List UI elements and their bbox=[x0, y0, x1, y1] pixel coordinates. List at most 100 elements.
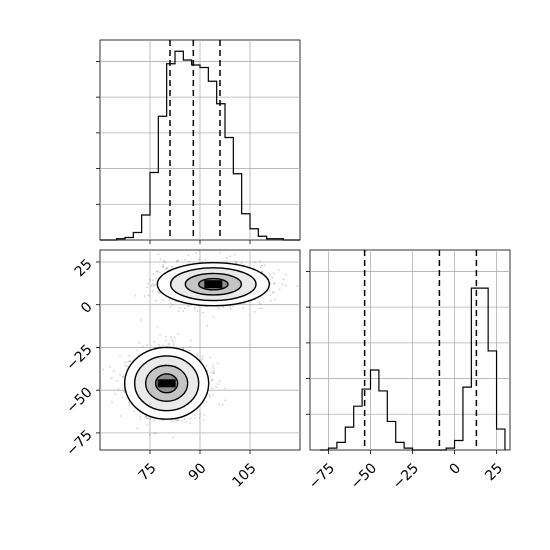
density-contour-1-1 bbox=[133, 355, 200, 412]
scatter-point bbox=[203, 414, 206, 416]
scatter-point bbox=[119, 355, 121, 358]
scatter-point bbox=[202, 311, 205, 314]
scatter-point bbox=[147, 282, 150, 285]
scatter-point bbox=[278, 288, 281, 291]
scatter-point bbox=[157, 290, 160, 293]
density-contour-0-3 bbox=[197, 277, 229, 291]
scatter-point bbox=[210, 371, 213, 374]
scatter-point bbox=[114, 392, 117, 395]
scatter-point bbox=[189, 349, 191, 351]
scatter-point bbox=[273, 282, 275, 284]
hist-y-histogram-step bbox=[320, 287, 506, 451]
scatter-point bbox=[117, 388, 120, 391]
scatter-point bbox=[136, 349, 139, 352]
scatter-point bbox=[169, 306, 172, 309]
scatter-point bbox=[161, 344, 164, 347]
scatter-point bbox=[181, 346, 184, 349]
scatter-point bbox=[162, 298, 165, 301]
scatter-point bbox=[102, 368, 104, 371]
scatter-point bbox=[253, 310, 256, 313]
scatter-point bbox=[184, 258, 186, 261]
scatter-point bbox=[156, 325, 159, 328]
scatter-point bbox=[139, 418, 142, 420]
scatter-point bbox=[285, 273, 287, 276]
scatter-point bbox=[261, 270, 263, 273]
scatter-point bbox=[208, 396, 211, 399]
scatter-point bbox=[210, 379, 213, 382]
scatter-point bbox=[175, 260, 178, 263]
scatter-point bbox=[122, 390, 125, 392]
scatter-point bbox=[152, 273, 155, 275]
scatter-point bbox=[162, 419, 165, 422]
scatter-point bbox=[124, 361, 127, 363]
scatter-point bbox=[136, 427, 139, 430]
scatter-point bbox=[199, 413, 202, 415]
scatter-point bbox=[180, 420, 183, 423]
scatter-point bbox=[284, 284, 287, 287]
scatter-point bbox=[156, 270, 158, 273]
histogram-y-quantiles bbox=[363, 250, 478, 450]
scatter-point bbox=[224, 399, 227, 402]
scatter-point bbox=[186, 305, 189, 307]
scatter-point bbox=[162, 265, 165, 268]
scatter-point bbox=[259, 260, 261, 263]
scatter-point bbox=[258, 307, 261, 310]
scatter-point bbox=[150, 284, 153, 287]
scatter-point bbox=[278, 269, 280, 272]
scatter-point bbox=[205, 401, 208, 403]
scatter-point bbox=[165, 266, 168, 269]
scatter-point bbox=[155, 299, 157, 302]
scatter-point bbox=[208, 394, 211, 397]
scatter-point bbox=[184, 307, 186, 310]
scatter-point bbox=[157, 343, 160, 346]
scatter-point bbox=[184, 421, 187, 423]
scatter-point bbox=[183, 418, 186, 420]
scatter-point bbox=[179, 307, 181, 310]
scatter-point bbox=[212, 367, 215, 369]
scatter-point bbox=[111, 401, 113, 404]
scatter-point bbox=[271, 276, 274, 279]
scatter-point bbox=[167, 342, 170, 345]
scatter-point bbox=[109, 366, 112, 368]
scatter-point bbox=[176, 419, 179, 422]
scatter-point bbox=[175, 419, 178, 422]
scatter-point bbox=[222, 306, 225, 309]
scatter-point bbox=[197, 258, 200, 260]
scatter-point bbox=[165, 268, 167, 270]
scatter-point bbox=[128, 354, 131, 357]
scatter-point bbox=[204, 258, 207, 261]
scatter-point bbox=[153, 340, 156, 343]
scatter-point bbox=[146, 424, 149, 426]
density-contour-0-1 bbox=[169, 267, 257, 302]
scatter-point bbox=[124, 364, 127, 367]
scatter-point bbox=[162, 263, 165, 266]
histogram-x-grid bbox=[100, 40, 300, 240]
scatter-point bbox=[165, 335, 168, 338]
scatter-point bbox=[224, 387, 227, 390]
scatter-point bbox=[149, 417, 152, 420]
scatter-point bbox=[219, 251, 222, 254]
scatter-point bbox=[205, 364, 208, 367]
scatter-point bbox=[159, 334, 161, 336]
scatter-point bbox=[253, 261, 256, 264]
scatter-point bbox=[177, 333, 180, 335]
scatter-point bbox=[198, 249, 201, 252]
scatter-point bbox=[148, 278, 151, 281]
scatter-point bbox=[171, 339, 174, 341]
scatter-point bbox=[145, 417, 148, 420]
scatter-point bbox=[163, 260, 165, 262]
scatter-point bbox=[234, 260, 237, 262]
scatter-point bbox=[119, 415, 122, 417]
scatter-point bbox=[261, 271, 264, 273]
density-peak-1 bbox=[157, 379, 176, 388]
histogram-x-ticks bbox=[96, 61, 251, 244]
scatter-point bbox=[140, 319, 143, 321]
scatter-point bbox=[218, 403, 221, 406]
scatter-point bbox=[169, 302, 172, 305]
scatter-point bbox=[172, 420, 175, 423]
scatter-point bbox=[139, 415, 142, 418]
scatter-point bbox=[172, 340, 175, 343]
scatter-point bbox=[152, 285, 155, 288]
scatter-point bbox=[113, 370, 115, 373]
scatter-point bbox=[242, 306, 244, 309]
